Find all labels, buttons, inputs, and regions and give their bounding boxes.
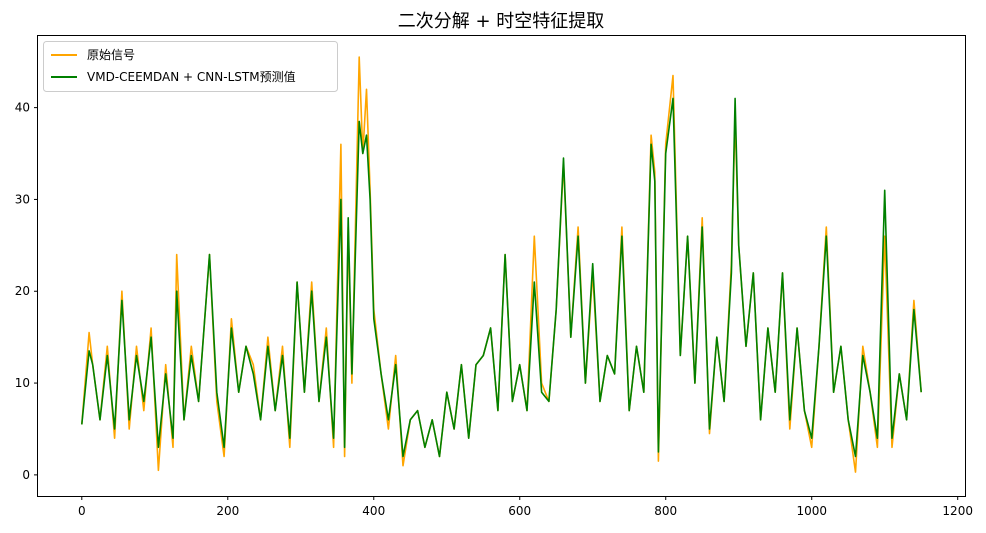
- plot-frame: [37, 35, 966, 497]
- x-tick-label: 600: [508, 504, 531, 518]
- y-axis: 0 10 20 30 40: [15, 101, 38, 482]
- chart-title: 二次分解 + 时空特征提取: [398, 11, 605, 32]
- series-line-original: [81, 56, 922, 473]
- y-tick-label: 20: [15, 284, 30, 298]
- y-tick-label: 10: [15, 376, 30, 390]
- series-layer: [81, 56, 922, 473]
- x-axis: 0 200 400 600 800 1000 1200: [78, 496, 973, 518]
- legend-label-prediction: VMD-CEEMDAN + CNN-LSTM预测值: [87, 69, 296, 84]
- legend-label-original: 原始信号: [87, 48, 135, 62]
- plot-area: [37, 35, 966, 497]
- legend: 原始信号 VMD-CEEMDAN + CNN-LSTM预测值: [43, 41, 338, 92]
- x-tick-label: 200: [216, 504, 239, 518]
- x-tick-label: 0: [78, 504, 86, 518]
- x-tick-label: 1000: [796, 504, 827, 518]
- x-tick-label: 400: [362, 504, 385, 518]
- y-tick-label: 30: [15, 192, 30, 206]
- x-tick-label: 1200: [942, 504, 973, 518]
- x-tick-label: 800: [654, 504, 677, 518]
- y-tick-label: 0: [22, 468, 30, 482]
- y-tick-label: 40: [15, 101, 30, 115]
- legend-box: [43, 41, 338, 92]
- series-line-prediction: [81, 97, 922, 458]
